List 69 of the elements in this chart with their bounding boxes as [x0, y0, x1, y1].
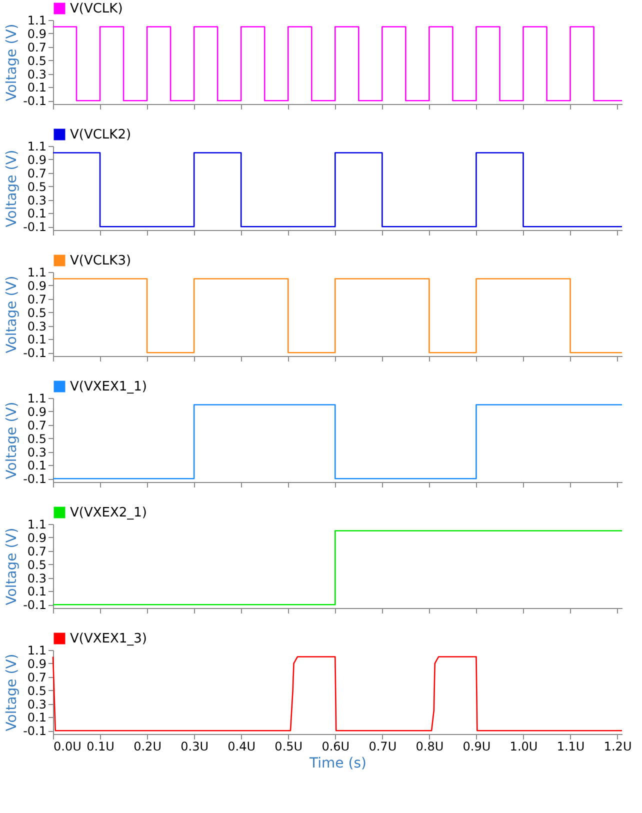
y-tick-label: 1.1 [27, 14, 46, 28]
legend-label: V(VXEX1_3) [70, 632, 147, 646]
y-tick-label: -0.1 [23, 724, 46, 738]
x-tick-label: 0.3U [180, 740, 209, 754]
x-tick-label: 0.6U [322, 740, 350, 754]
x-tick-label: 1.1U [556, 740, 585, 754]
y-tick-label: -0.1 [23, 346, 46, 360]
y-tick-label: 0.7 [27, 670, 46, 684]
y-tick-label: 0.3 [27, 67, 46, 82]
y-tick-label: 0.9 [27, 278, 46, 293]
x-tick-label: 0.4U [228, 740, 256, 754]
y-tick-label: 0.1 [27, 458, 46, 473]
legend-label: V(VXEX1_1) [70, 380, 147, 394]
y-tick-label: 0.3 [27, 445, 46, 460]
y-tick-label: 0.3 [27, 193, 46, 208]
legend-label: V(VXEX2_1) [70, 506, 147, 520]
y-tick-label: 0.5 [27, 306, 46, 320]
y-tick-label: 0.7 [27, 544, 46, 558]
legend-label: V(VCLK2) [70, 128, 132, 142]
y-tick-label: 0.9 [27, 530, 46, 545]
y-tick-label: 0.5 [27, 558, 46, 572]
x-tick-label: 0.8U [416, 740, 444, 754]
y-tick-label: 0.5 [27, 432, 46, 446]
y-tick-label: 0.1 [27, 206, 46, 221]
y-tick-label: -0.1 [23, 220, 46, 234]
y-tick-label: 0.5 [27, 684, 46, 698]
y-tick-label: -0.1 [23, 94, 46, 108]
x-tick-label: 0.0U [54, 740, 82, 754]
y-tick-label: 0.3 [27, 319, 46, 334]
y-tick-label: 0.1 [27, 332, 46, 347]
x-tick-label: 0.5U [274, 740, 303, 754]
y-tick-label: 0.5 [27, 180, 46, 194]
y-tick-label: -0.1 [23, 598, 46, 612]
x-tick-label: 1.2U [604, 740, 632, 754]
line-series [52, 656, 623, 732]
y-tick-label: 1.1 [27, 644, 46, 658]
x-axis-title: Time (s) [308, 756, 366, 772]
legend-label: V(VCLK) [70, 2, 123, 16]
y-tick-label: 0.1 [27, 710, 46, 725]
y-axis-title: Voltage (V) [4, 276, 20, 354]
y-tick-label: 0.9 [27, 656, 46, 671]
y-tick-label: 0.7 [27, 418, 46, 432]
y-tick-label: 0.1 [27, 584, 46, 599]
y-tick-label: 1.1 [27, 392, 46, 406]
legend-label: V(VCLK3) [70, 254, 132, 268]
y-tick-label: 1.1 [27, 518, 46, 532]
y-tick-label: 0.5 [27, 54, 46, 68]
y-tick-label: 0.9 [27, 404, 46, 419]
x-tick-label: 0.9U [462, 740, 491, 754]
x-tick-label: 0.1U [86, 740, 114, 754]
y-axis-title: Voltage (V) [4, 402, 20, 480]
y-tick-label: 0.7 [27, 292, 46, 306]
y-tick-label: 0.3 [27, 697, 46, 712]
x-tick-label: 1.0U [510, 740, 538, 754]
y-tick-label: 0.1 [27, 80, 46, 95]
y-axis-title: Voltage (V) [4, 528, 20, 606]
x-tick-label: 0.2U [134, 740, 162, 754]
y-axis-title: Voltage (V) [4, 654, 20, 732]
y-tick-label: 1.1 [27, 266, 46, 280]
y-tick-label: -0.1 [23, 472, 46, 486]
y-axis-title: Voltage (V) [4, 150, 20, 228]
y-tick-label: 0.7 [27, 166, 46, 180]
y-axis-title: Voltage (V) [4, 24, 20, 102]
y-tick-label: 1.1 [27, 140, 46, 154]
y-tick-label: 0.7 [27, 40, 46, 54]
y-tick-label: 0.9 [27, 26, 46, 41]
y-tick-label: 0.3 [27, 571, 46, 586]
y-tick-label: 0.9 [27, 152, 46, 167]
x-tick-label: 0.7U [368, 740, 397, 754]
